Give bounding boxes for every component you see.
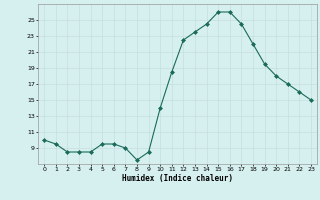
X-axis label: Humidex (Indice chaleur): Humidex (Indice chaleur): [122, 174, 233, 183]
